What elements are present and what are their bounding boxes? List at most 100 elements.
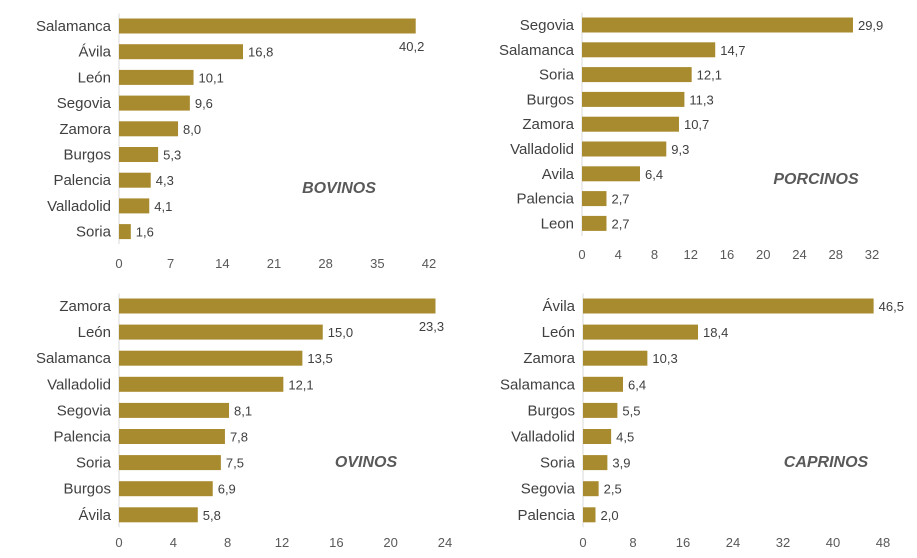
value-label: 46,5: [879, 299, 904, 314]
chart-panel-porcinos: Segovia 29,9 Salamanca 14,7 Soria 12,1 Burgos 1…: [499, 12, 883, 262]
value-label: 1,6: [136, 225, 154, 240]
value-label: 7,8: [230, 430, 248, 445]
category-label: León: [78, 324, 111, 341]
category-label: León: [542, 324, 575, 341]
x-tick-label: 48: [876, 535, 890, 550]
value-label: 10,1: [199, 70, 224, 85]
value-label: 5,3: [163, 148, 181, 163]
chart-panel-caprinos: Ávila 46,5 León 18,4 Zamora 10,3 Salamanca 6,4 B…: [500, 293, 904, 550]
bar: [119, 481, 213, 497]
chart-panel-bovinos: Salamanca 40,2 Ávila 16,8 León 10,1 Segovia 9,6…: [36, 13, 436, 271]
x-tick-label: 21: [267, 256, 281, 271]
bar: [119, 376, 284, 392]
category-label: Ávila: [78, 507, 111, 524]
value-label: 4,3: [156, 173, 174, 188]
category-label: Burgos: [63, 481, 111, 498]
category-label: Segovia: [57, 95, 112, 112]
category-label: Soria: [540, 455, 576, 472]
x-tick-label: 32: [776, 535, 790, 550]
x-tick-label: 24: [792, 247, 806, 262]
value-label: 2,5: [604, 482, 622, 497]
bar: [582, 116, 679, 132]
x-tick-label: 4: [170, 535, 177, 550]
panel-title: OVINOS: [335, 454, 398, 471]
category-label: Zamora: [59, 121, 111, 138]
category-label: Salamanca: [36, 18, 112, 35]
category-label: Segovia: [57, 402, 112, 419]
category-label: Segovia: [520, 17, 575, 34]
x-tick-label: 4: [615, 247, 622, 262]
bar: [119, 44, 243, 60]
value-label: 40,2: [399, 39, 424, 54]
bar: [119, 350, 303, 366]
x-tick-label: 7: [167, 256, 174, 271]
category-label: León: [78, 69, 111, 86]
x-tick-label: 14: [215, 256, 229, 271]
category-label: Salamanca: [36, 350, 112, 367]
value-label: 7,5: [226, 456, 244, 471]
bar: [582, 42, 716, 58]
x-tick-label: 8: [629, 535, 636, 550]
category-label: Segovia: [521, 481, 576, 498]
category-label: Ávila: [542, 298, 575, 315]
bar: [119, 224, 131, 240]
bar: [583, 350, 648, 366]
value-label: 8,1: [234, 403, 252, 418]
category-label: Salamanca: [499, 42, 575, 59]
category-label: Palencia: [517, 507, 575, 524]
x-tick-label: 35: [370, 256, 384, 271]
category-label: Soria: [76, 224, 112, 241]
value-label: 12,1: [697, 68, 722, 83]
category-label: Avila: [542, 166, 575, 183]
bar: [583, 324, 698, 340]
value-label: 2,7: [611, 192, 629, 207]
category-label: Soria: [76, 455, 112, 472]
bar: [583, 481, 599, 497]
x-tick-label: 0: [578, 247, 585, 262]
category-label: Burgos: [63, 147, 111, 164]
bar: [582, 215, 607, 231]
bar: [583, 402, 618, 418]
bar: [583, 507, 596, 523]
value-label: 16,8: [248, 45, 273, 60]
value-label: 15,0: [328, 325, 353, 340]
value-label: 2,0: [601, 508, 619, 523]
bar: [582, 166, 640, 182]
category-label: Ávila: [78, 44, 111, 61]
bar: [119, 95, 190, 111]
category-label: Burgos: [526, 91, 574, 108]
bar: [119, 324, 323, 340]
value-label: 6,9: [218, 482, 236, 497]
x-tick-label: 8: [224, 535, 231, 550]
category-label: Palencia: [53, 172, 111, 189]
value-label: 13,5: [307, 351, 332, 366]
bar: [119, 298, 436, 314]
bar: [583, 455, 608, 471]
category-label: Zamora: [523, 350, 575, 367]
category-label: Soria: [539, 67, 575, 84]
x-tick-label: 42: [422, 256, 436, 271]
x-tick-label: 24: [438, 535, 452, 550]
bar: [582, 91, 685, 107]
value-label: 10,7: [684, 117, 709, 132]
x-tick-label: 12: [684, 247, 698, 262]
category-label: Valladolid: [511, 429, 575, 446]
bar: [583, 376, 623, 392]
x-tick-label: 28: [318, 256, 332, 271]
chart-panel-ovinos: Zamora 23,3 León 15,0 Salamanca 13,5 Valladoli…: [36, 293, 452, 550]
bar: [119, 172, 151, 188]
category-label: Zamora: [522, 116, 574, 133]
x-tick-label: 8: [651, 247, 658, 262]
bar: [119, 121, 179, 137]
x-tick-label: 0: [115, 535, 122, 550]
category-label: Zamora: [59, 298, 111, 315]
x-tick-label: 20: [756, 247, 770, 262]
x-tick-label: 12: [275, 535, 289, 550]
category-label: Palencia: [516, 191, 574, 208]
x-tick-label: 0: [115, 256, 122, 271]
x-tick-label: 24: [726, 535, 740, 550]
x-tick-label: 40: [826, 535, 840, 550]
value-label: 11,3: [689, 92, 713, 107]
